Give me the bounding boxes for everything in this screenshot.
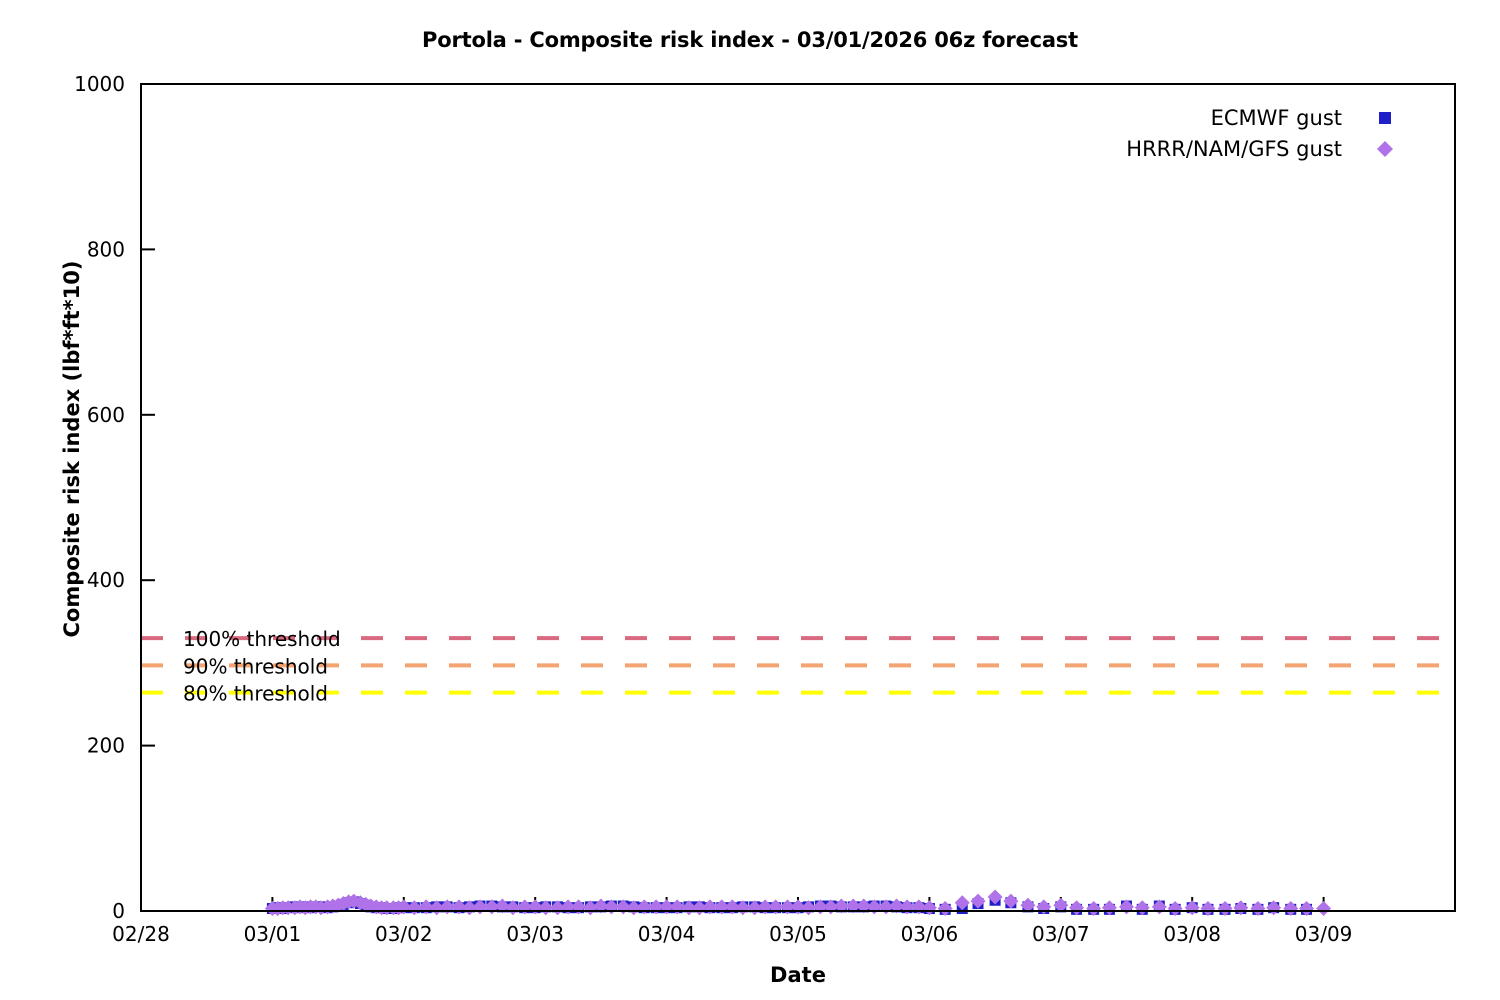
x-tick-label: 03/08: [1163, 922, 1221, 946]
legend-marker-1: [1377, 141, 1393, 157]
x-tick-label: 03/09: [1295, 922, 1353, 946]
x-tick-label: 03/07: [1032, 922, 1090, 946]
y-axis-ticks: 0 200 400 600 800 1000: [74, 72, 155, 923]
y-tick-label: 1000: [74, 72, 125, 96]
y-tick-label: 0: [112, 899, 125, 923]
x-tick-label: 03/06: [901, 922, 959, 946]
legend-label-0: ECMWF gust: [1211, 106, 1342, 130]
x-tick-label: 03/03: [506, 922, 564, 946]
plot-frame: [140, 83, 1456, 912]
threshold-label: 80% threshold: [183, 682, 328, 706]
threshold-label: 100% threshold: [183, 627, 341, 651]
x-tick-label: 03/02: [375, 922, 433, 946]
x-tick-label: 03/01: [244, 922, 302, 946]
legend-label-1: HRRR/NAM/GFS gust: [1126, 137, 1342, 161]
x-axis-label: Date: [770, 963, 826, 987]
chart-legend: ECMWF gust HRRR/NAM/GFS gust: [1126, 106, 1393, 161]
y-tick-label: 600: [87, 403, 125, 427]
chart-title: Portola - Composite risk index - 03/01/2…: [422, 28, 1078, 52]
data-series: [264, 889, 1332, 917]
x-axis-ticks: 02/28 03/01 03/02 03/03 03/04 03/05 03/06 03/07…: [112, 897, 1352, 946]
y-tick-label: 800: [87, 237, 125, 261]
series-diamond: [264, 889, 1332, 917]
threshold-label: 90% threshold: [183, 654, 328, 678]
y-tick-label: 400: [87, 568, 125, 592]
threshold-lines: 100% threshold 90% threshold 80% threshold: [141, 627, 1455, 706]
x-tick-label: 02/28: [112, 922, 170, 946]
x-tick-label: 03/05: [769, 922, 827, 946]
y-tick-label: 200: [87, 734, 125, 758]
x-tick-label: 03/04: [638, 922, 696, 946]
legend-marker-0: [1379, 112, 1391, 124]
